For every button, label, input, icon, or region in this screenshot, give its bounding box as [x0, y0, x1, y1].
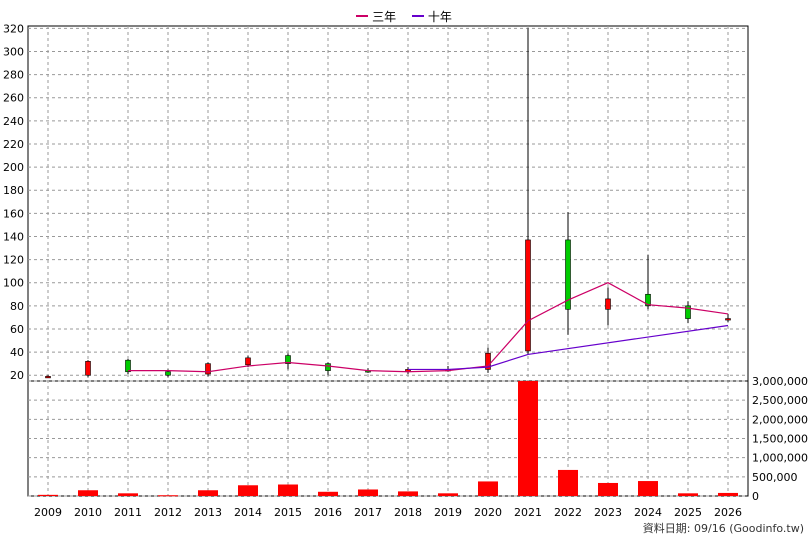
- legend-item-10y[interactable]: 十年: [411, 8, 452, 25]
- price-tick-label: 120: [3, 254, 24, 267]
- price-tick-label: 40: [10, 346, 24, 359]
- volume-bar: [118, 493, 138, 496]
- volume-tick-label: 0: [752, 490, 759, 503]
- price-tick-label: 300: [3, 45, 24, 58]
- volume-tick-label: 1,500,000: [752, 433, 808, 446]
- volume-bar: [438, 493, 458, 496]
- year-tick-label: 2016: [314, 506, 342, 519]
- year-tick-label: 2017: [354, 506, 382, 519]
- candle-body: [485, 352, 491, 370]
- price-tick-label: 60: [10, 323, 24, 336]
- volume-bar: [38, 494, 58, 496]
- volume-tick-label: 1,000,000: [752, 452, 808, 465]
- legend-label-3y: 三年: [372, 9, 397, 24]
- candle-body: [85, 361, 91, 376]
- volume-bar: [278, 484, 298, 496]
- volume-tick-label: 2,000,000: [752, 413, 808, 426]
- candle-body: [125, 359, 131, 373]
- volume-bar: [78, 490, 98, 496]
- volume-tick-label: 500,000: [752, 471, 798, 484]
- volume-bar: [238, 485, 258, 496]
- price-tick-label: 220: [3, 138, 24, 151]
- price-tick-label: 80: [10, 300, 24, 313]
- ma-10y-line: [408, 324, 729, 371]
- volume-bar: [478, 481, 498, 496]
- year-tick-label: 2015: [274, 506, 302, 519]
- year-tick-label: 2011: [114, 506, 142, 519]
- legend: 三年 十年: [0, 6, 808, 25]
- volume-bar: [678, 493, 698, 496]
- legend-swatch-3y: [356, 15, 369, 17]
- price-tick-label: 260: [3, 92, 24, 105]
- price-tick-label: 240: [3, 115, 24, 128]
- legend-label-10y: 十年: [427, 9, 452, 24]
- price-tick-label: 160: [3, 207, 24, 220]
- volume-bar: [198, 490, 218, 496]
- year-tick-label: 2026: [714, 506, 742, 519]
- legend-item-3y[interactable]: 三年: [356, 8, 396, 25]
- candle-body: [525, 239, 531, 352]
- legend-swatch-10y: [411, 15, 424, 17]
- price-plot-frame: [27, 25, 749, 382]
- price-tick-label: 140: [3, 230, 24, 243]
- year-tick-label: 2024: [634, 506, 662, 519]
- volume-bar: [518, 381, 538, 496]
- candle-body: [205, 363, 211, 375]
- candle-body: [285, 355, 291, 364]
- price-tick-label: 20: [10, 369, 24, 382]
- year-tick-label: 2022: [554, 506, 582, 519]
- candle-body: [725, 318, 731, 321]
- year-tick-label: 2012: [154, 506, 182, 519]
- candle-body: [245, 357, 251, 366]
- year-tick-label: 2021: [514, 506, 542, 519]
- year-tick-label: 2009: [34, 506, 62, 519]
- volume-tick-label: 3,000,000: [752, 375, 808, 388]
- candle-body: [165, 371, 171, 376]
- year-tick-label: 2014: [234, 506, 262, 519]
- volume-bar: [398, 491, 418, 496]
- candle-body: [645, 293, 651, 307]
- year-tick-label: 2013: [194, 506, 222, 519]
- candle-body: [325, 363, 331, 371]
- volume-bar: [558, 469, 578, 496]
- volume-bar: [718, 492, 738, 496]
- volume-bar: [638, 481, 658, 496]
- volume-bar: [158, 495, 178, 497]
- price-tick-label: 180: [3, 184, 24, 197]
- candle-body: [565, 239, 571, 310]
- candle-body: [605, 298, 611, 310]
- volume-bar: [358, 489, 378, 496]
- year-tick-label: 2018: [394, 506, 422, 519]
- volume-bar: [318, 491, 338, 496]
- candle-body: [685, 305, 691, 319]
- year-tick-label: 2020: [474, 506, 502, 519]
- price-tick-label: 100: [3, 277, 24, 290]
- price-tick-label: 320: [3, 22, 24, 35]
- price-tick-label: 280: [3, 69, 24, 82]
- price-tick-label: 200: [3, 161, 24, 174]
- year-tick-label: 2023: [594, 506, 622, 519]
- ma-3y-line: [128, 282, 729, 373]
- year-tick-label: 2019: [434, 506, 462, 519]
- year-tick-label: 2010: [74, 506, 102, 519]
- year-tick-label: 2025: [674, 506, 702, 519]
- candle-body: [45, 376, 51, 379]
- volume-bar: [598, 482, 618, 496]
- data-date-footer: 資料日期: 09/16 (Goodinfo.tw): [642, 522, 804, 535]
- volume-tick-label: 2,500,000: [752, 394, 808, 407]
